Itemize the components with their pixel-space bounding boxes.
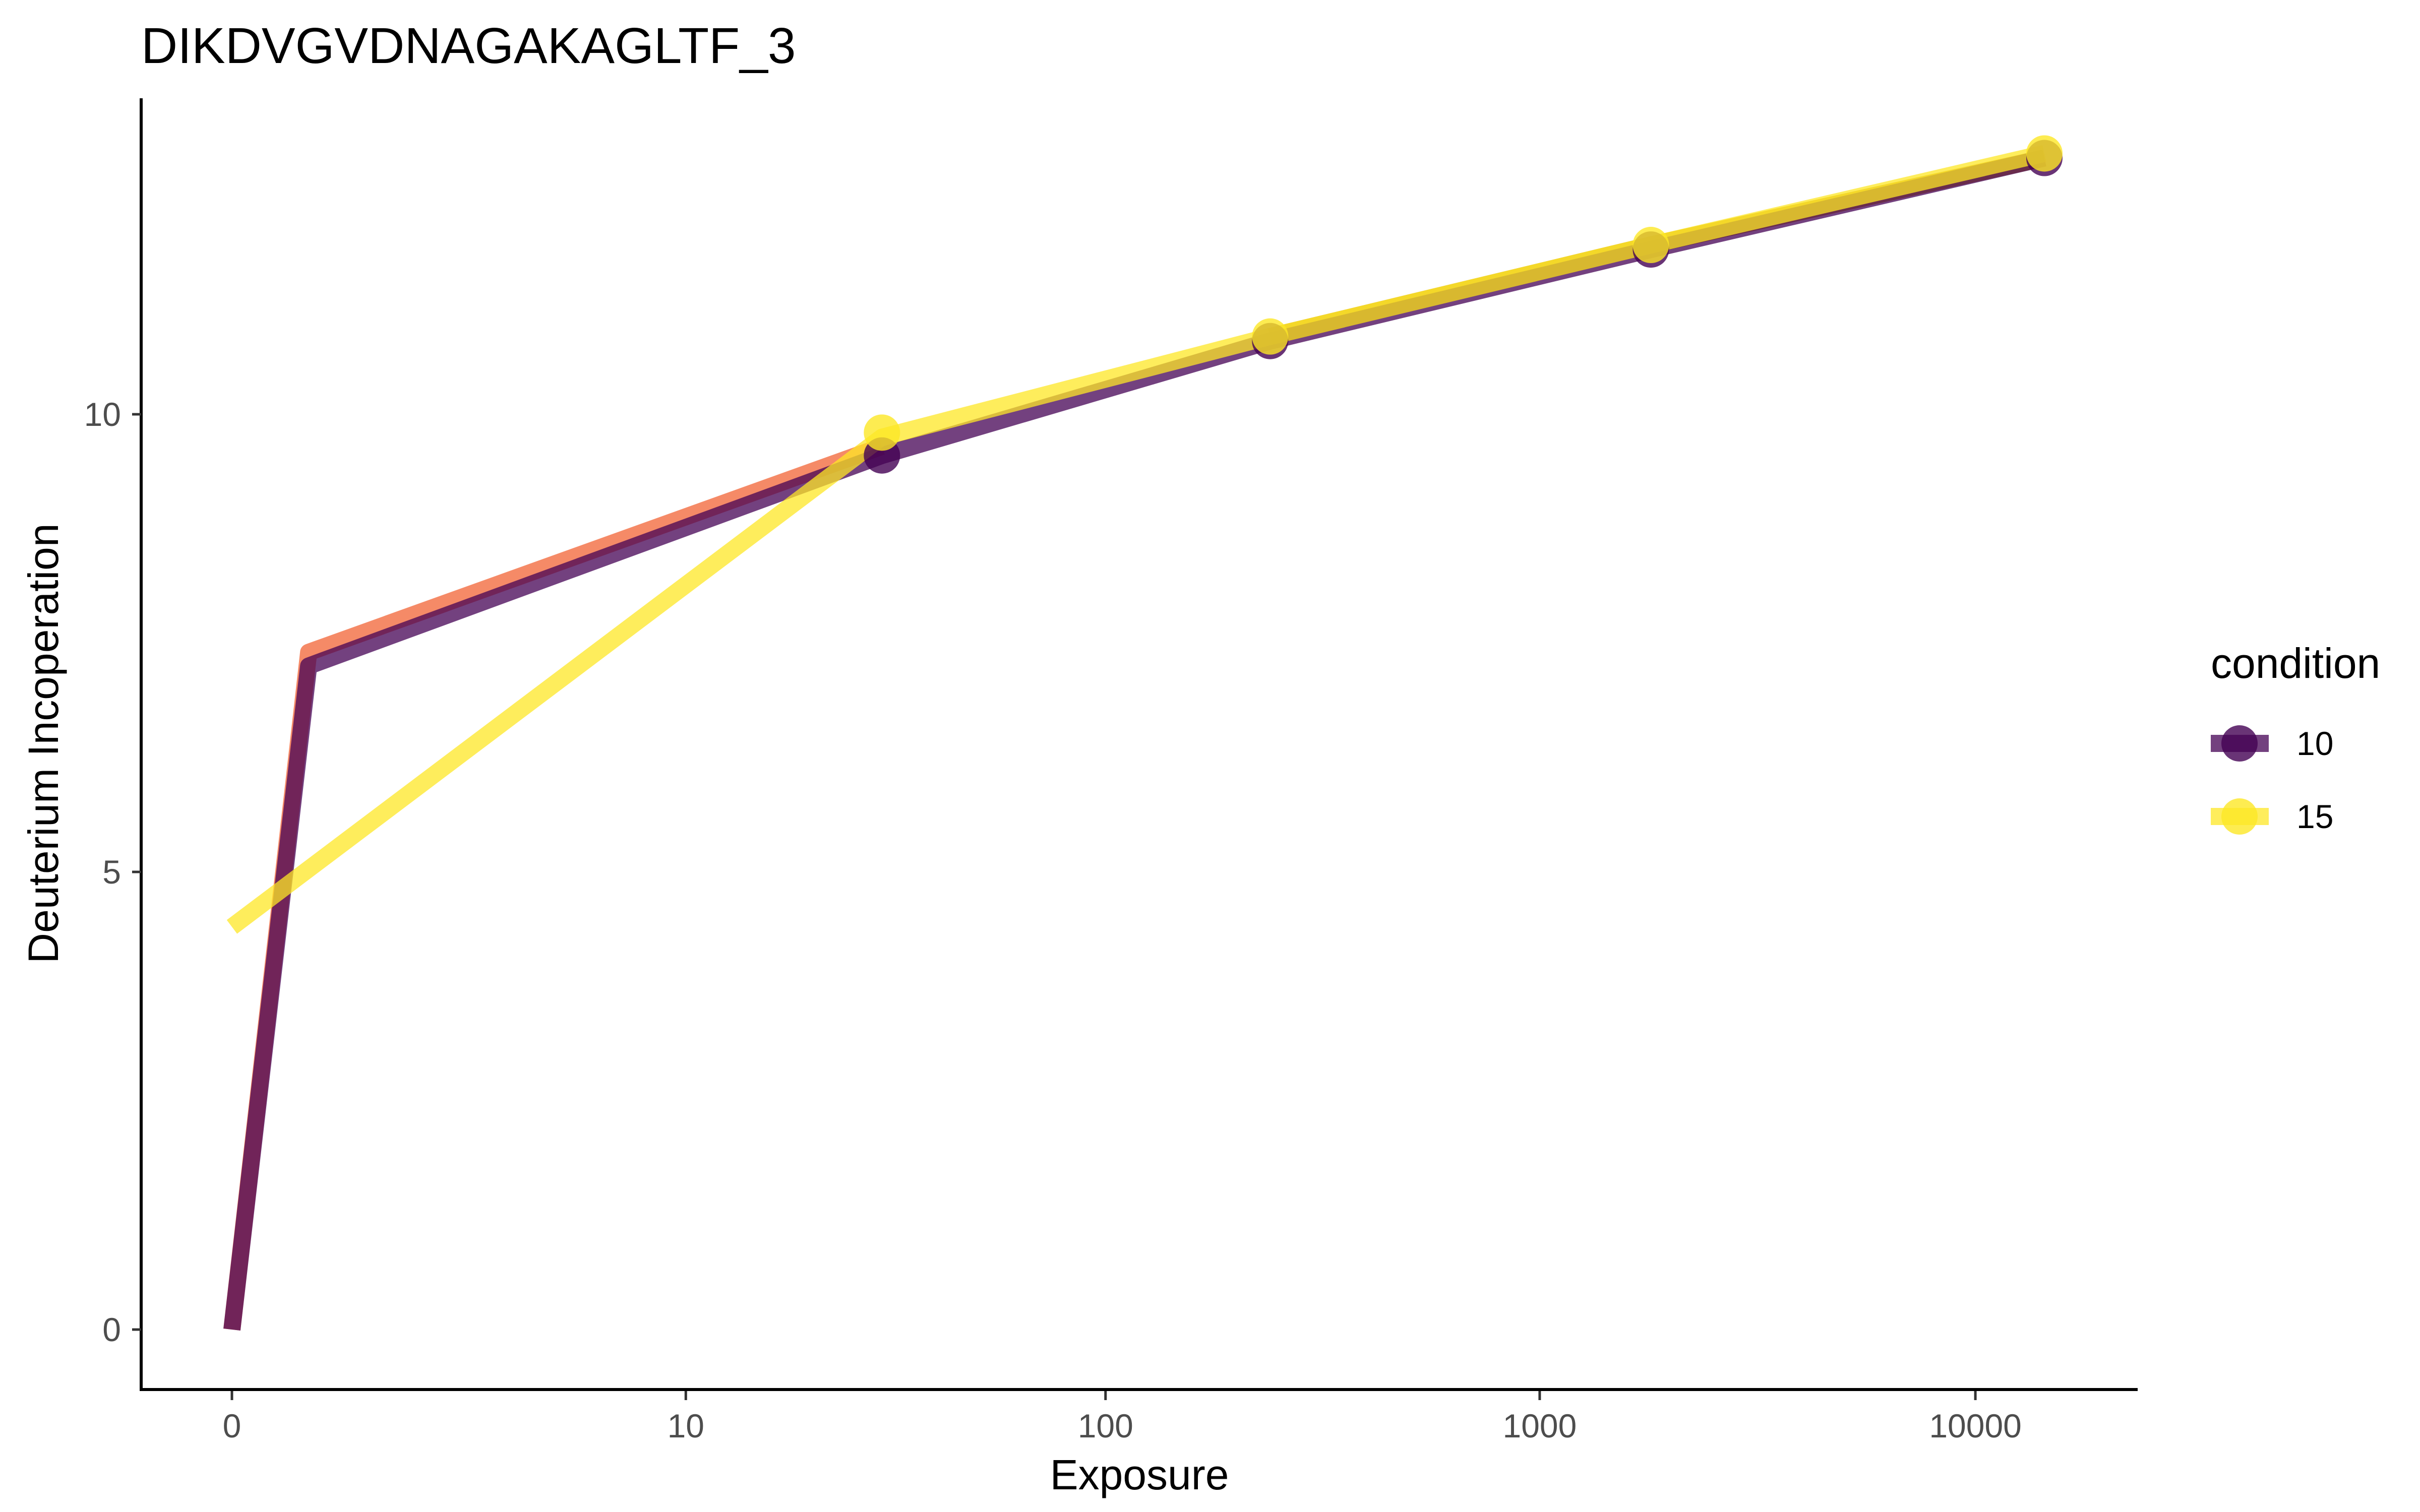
x-tick-label: 10: [668, 1407, 704, 1444]
x-ticks: 0 10 100 1000 10000: [223, 1391, 2022, 1444]
legend: condition 10 15: [2211, 640, 2380, 835]
legend-entries: 10 15: [2211, 725, 2333, 835]
legend-key-point: [2221, 798, 2258, 835]
series-line-10: [223, 149, 2046, 1331]
y-tick-label: 5: [102, 853, 121, 891]
data-point-15: [2026, 135, 2063, 172]
x-tick-label: 10000: [1929, 1407, 2022, 1444]
plot-area: [223, 135, 2063, 1331]
series-line-15: [226, 145, 2046, 934]
data-point-15: [1632, 227, 1669, 264]
legend-key-point: [2221, 725, 2258, 762]
x-tick-label: 1000: [1503, 1407, 1577, 1444]
series-lines: [223, 145, 2046, 1331]
data-point-15: [1252, 318, 1289, 355]
y-tick-label: 10: [84, 396, 121, 433]
x-axis-title: Exposure: [1050, 1451, 1229, 1498]
legend-entry-15: 15: [2211, 798, 2333, 835]
legend-label: 15: [2296, 798, 2333, 835]
data-point-15: [864, 414, 900, 451]
legend-label: 10: [2296, 725, 2333, 762]
legend-entry-10: 10: [2211, 725, 2333, 762]
y-ticks: 0 5 10: [84, 396, 141, 1348]
series-points: [864, 135, 2063, 474]
y-axis-title: Deuterium Incoperation: [20, 523, 67, 963]
x-tick-label: 0: [223, 1407, 241, 1444]
legend-title: condition: [2211, 640, 2380, 687]
overlay-lines: [223, 149, 2046, 1331]
x-tick-label: 100: [1078, 1407, 1133, 1444]
y-tick-label: 0: [102, 1311, 121, 1348]
chart-title: DIKDVGVDNAGAKAGLTF_3: [141, 18, 796, 74]
